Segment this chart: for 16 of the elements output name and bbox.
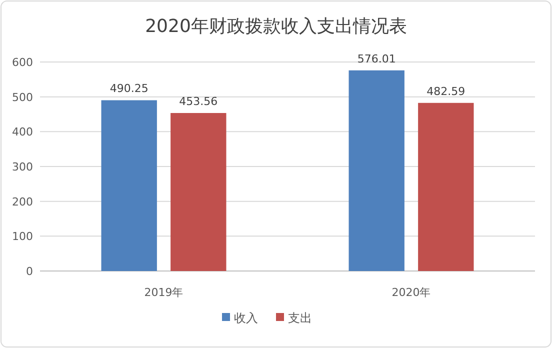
ytick: 200 <box>12 195 33 208</box>
ytick: 0 <box>26 265 33 278</box>
xtick: 2020年 <box>392 286 431 299</box>
data-label: 490.25 <box>110 82 148 96</box>
ytick: 300 <box>12 160 33 174</box>
data-label: 482.59 <box>426 84 466 98</box>
ytick: 500 <box>12 90 33 104</box>
ytick: 600 <box>12 56 33 69</box>
legend-label: 收入 <box>234 311 258 325</box>
data-label: 576.01 <box>357 52 396 66</box>
xtick: 2019年 <box>144 286 184 299</box>
legend-label: 支出 <box>288 311 312 325</box>
title: 2020年财政拨款收入支出情况表 <box>145 16 407 37</box>
ytick: 400 <box>12 126 33 139</box>
data-label: 453.56 <box>179 95 218 108</box>
ytick: 100 <box>12 230 33 244</box>
